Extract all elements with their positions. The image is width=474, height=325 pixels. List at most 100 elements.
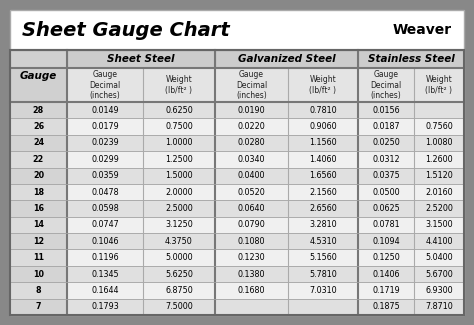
Bar — [10, 200, 67, 217]
Bar — [143, 168, 215, 184]
Bar — [143, 282, 215, 299]
Text: Sheet Steel: Sheet Steel — [107, 54, 175, 64]
Text: 0.0790: 0.0790 — [237, 220, 265, 229]
Text: 0.0149: 0.0149 — [91, 106, 119, 115]
Bar — [414, 266, 464, 282]
Text: 0.6250: 0.6250 — [165, 106, 193, 115]
Bar — [143, 184, 215, 200]
Text: 0.0340: 0.0340 — [238, 155, 265, 164]
Bar — [358, 299, 414, 315]
Bar — [143, 102, 215, 118]
Bar — [215, 102, 288, 118]
Bar — [10, 217, 67, 233]
Text: 5.1560: 5.1560 — [309, 253, 337, 262]
Bar — [358, 168, 414, 184]
Bar — [10, 102, 67, 118]
Bar — [414, 151, 464, 168]
Text: 0.7810: 0.7810 — [309, 106, 337, 115]
Text: 11: 11 — [33, 253, 44, 262]
Text: 0.1719: 0.1719 — [372, 286, 400, 295]
Text: 5.6700: 5.6700 — [425, 269, 453, 279]
Text: 0.1046: 0.1046 — [91, 237, 119, 246]
Text: 1.4060: 1.4060 — [309, 155, 337, 164]
Text: 0.1080: 0.1080 — [238, 237, 265, 246]
Text: 0.0598: 0.0598 — [91, 204, 119, 213]
Bar — [358, 217, 414, 233]
Bar — [143, 118, 215, 135]
Text: 0.0500: 0.0500 — [372, 188, 400, 197]
Bar — [143, 68, 215, 102]
Text: 22: 22 — [33, 155, 44, 164]
Text: 0.7560: 0.7560 — [425, 122, 453, 131]
Bar — [215, 118, 288, 135]
Text: 14: 14 — [33, 220, 44, 229]
Bar — [10, 50, 67, 102]
Bar — [358, 68, 414, 102]
Bar — [288, 135, 358, 151]
Bar — [10, 282, 67, 299]
Bar — [67, 135, 143, 151]
Bar — [414, 250, 464, 266]
Bar — [358, 266, 414, 282]
Text: 0.1406: 0.1406 — [372, 269, 400, 279]
Text: 0.0747: 0.0747 — [91, 220, 119, 229]
Bar — [143, 135, 215, 151]
Text: 18: 18 — [33, 188, 44, 197]
Bar — [215, 250, 288, 266]
Bar — [414, 217, 464, 233]
Text: 4.3750: 4.3750 — [165, 237, 193, 246]
Bar — [67, 282, 143, 299]
Bar — [358, 118, 414, 135]
Text: 0.0400: 0.0400 — [238, 171, 265, 180]
Text: Gauge: Gauge — [20, 71, 57, 81]
Text: Gauge
Decimal
(inches): Gauge Decimal (inches) — [370, 70, 401, 100]
Text: 1.5120: 1.5120 — [425, 171, 453, 180]
Bar — [414, 233, 464, 250]
Bar — [215, 282, 288, 299]
Bar — [288, 68, 358, 102]
Bar — [67, 151, 143, 168]
Bar — [67, 168, 143, 184]
Text: 0.0179: 0.0179 — [91, 122, 119, 131]
Text: 0.1230: 0.1230 — [237, 253, 265, 262]
Text: 0.7500: 0.7500 — [165, 122, 193, 131]
Bar — [358, 50, 464, 68]
Bar — [10, 184, 67, 200]
Bar — [143, 217, 215, 233]
Text: 3.1250: 3.1250 — [165, 220, 193, 229]
Text: 0.0190: 0.0190 — [237, 106, 265, 115]
Text: 0.9060: 0.9060 — [309, 122, 337, 131]
Bar — [288, 299, 358, 315]
Text: 8: 8 — [36, 286, 41, 295]
Bar — [358, 200, 414, 217]
Text: 7.0310: 7.0310 — [309, 286, 337, 295]
Bar — [10, 168, 67, 184]
Bar — [10, 151, 67, 168]
Bar — [215, 200, 288, 217]
Bar — [67, 233, 143, 250]
Text: 0.0359: 0.0359 — [91, 171, 119, 180]
Bar — [67, 250, 143, 266]
Text: 28: 28 — [33, 106, 44, 115]
Text: 0.0156: 0.0156 — [372, 106, 400, 115]
Text: 0.0299: 0.0299 — [91, 155, 119, 164]
Bar — [10, 135, 67, 151]
Text: 0.0239: 0.0239 — [91, 138, 119, 148]
Text: 1.2500: 1.2500 — [165, 155, 193, 164]
Text: Weight
(lb/ft² ): Weight (lb/ft² ) — [426, 75, 453, 95]
Bar — [358, 250, 414, 266]
Bar — [10, 299, 67, 315]
Text: 6.9300: 6.9300 — [425, 286, 453, 295]
Text: 0.0312: 0.0312 — [372, 155, 400, 164]
Text: 5.7810: 5.7810 — [309, 269, 337, 279]
Text: 0.0375: 0.0375 — [372, 171, 400, 180]
Bar — [288, 250, 358, 266]
Bar — [143, 299, 215, 315]
Bar — [67, 184, 143, 200]
Text: 0.1345: 0.1345 — [91, 269, 119, 279]
Bar — [414, 168, 464, 184]
Text: 16: 16 — [33, 204, 44, 213]
Text: 0.1644: 0.1644 — [91, 286, 119, 295]
Bar — [288, 118, 358, 135]
Bar — [288, 233, 358, 250]
